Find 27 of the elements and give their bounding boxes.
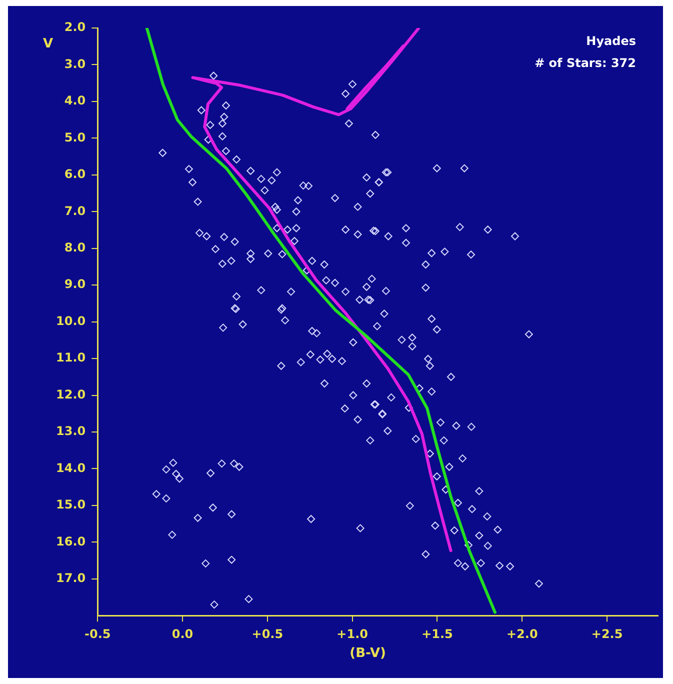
y-tick-label: 4.0 [64, 94, 86, 108]
y-tick-label: 13.0 [56, 424, 86, 438]
x-axis-title: (B-V) [350, 646, 386, 661]
y-tick-label: 11.0 [56, 350, 86, 365]
x-tick-label: -0.5 [84, 626, 111, 641]
annotation: Hyades [586, 34, 636, 48]
y-tick-label: 16.0 [56, 534, 86, 548]
x-tick-label: +2.0 [506, 626, 538, 641]
x-tick-label: 0.0 [172, 626, 194, 641]
annotation: # of Stars: 372 [534, 56, 636, 70]
y-tick-label: 8.0 [64, 240, 86, 254]
x-tick-label: +2.5 [591, 626, 623, 641]
y-tick-label: 14.0 [56, 460, 86, 475]
y-tick-label: 12.0 [56, 387, 86, 402]
y-axis-title: V [42, 36, 54, 52]
y-tick-label: 9.0 [64, 277, 86, 292]
y-tick-label: 2.0 [64, 20, 86, 34]
y-tick-label: 5.0 [64, 130, 86, 144]
y-tick-label: 15.0 [56, 498, 86, 512]
x-tick-label: +1.0 [336, 626, 368, 641]
y-tick-label: 6.0 [64, 167, 86, 182]
x-tick-label: +1.5 [422, 626, 453, 641]
y-tick-label: 10.0 [56, 314, 86, 328]
x-tick-label: +0.5 [252, 626, 284, 641]
y-tick-label: 17.0 [56, 571, 86, 585]
y-tick-label: 7.0 [64, 204, 86, 218]
y-tick-label: 3.0 [64, 56, 86, 71]
